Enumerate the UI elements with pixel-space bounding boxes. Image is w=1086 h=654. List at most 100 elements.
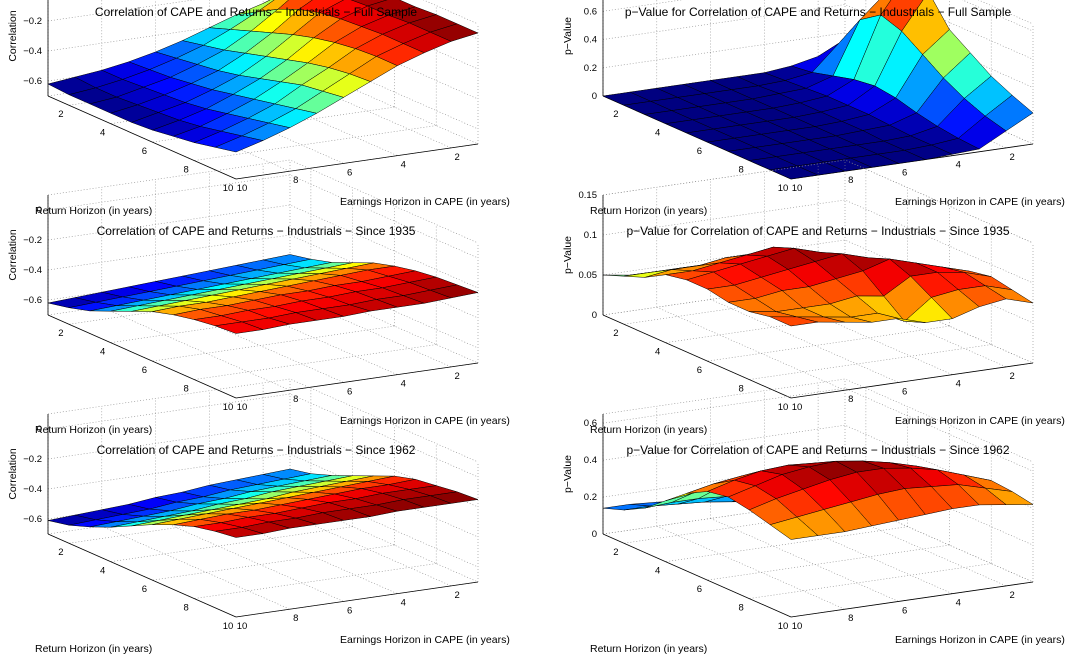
z-tick-label: 0.1 — [584, 230, 597, 241]
z-tick-label: −0.6 — [23, 295, 42, 306]
z-tick-label: 0.4 — [584, 455, 597, 466]
z-tick-label: 0 — [37, 424, 42, 435]
y-tick-label: 6 — [902, 167, 907, 178]
x-tick-label: 6 — [142, 365, 147, 376]
surface-patch — [215, 321, 263, 334]
x-tick-label: 10 — [778, 402, 789, 413]
y-tick-label: 10 — [792, 402, 803, 413]
surface-patch — [215, 527, 263, 538]
axis-lines — [602, 414, 1034, 618]
chart-title: Correlation of CAPE and Returns − Indust… — [95, 5, 417, 19]
x-tick-label: 8 — [739, 603, 744, 614]
x-axis-label: Return Horizon (in years) — [590, 205, 707, 217]
z-tick-label: 0 — [592, 310, 597, 321]
x-axis-label: Return Horizon (in years) — [590, 643, 707, 654]
x-tick-label: 8 — [739, 165, 744, 176]
y-tick-label: 8 — [293, 175, 298, 186]
y-tick-label: 8 — [293, 394, 298, 405]
y-tick-label: 6 — [902, 386, 907, 397]
surface — [47, 468, 479, 538]
y-axis-label: Earnings Horizon in CAPE (in years) — [895, 634, 1065, 646]
y-tick-label: 6 — [902, 605, 907, 616]
y-tick-label: 4 — [401, 160, 406, 171]
z-tick-label: −0.4 — [23, 265, 42, 276]
y-tick-label: 2 — [1009, 590, 1014, 601]
surface — [602, 246, 1034, 327]
y-axis-label: Earnings Horizon in CAPE (in years) — [895, 415, 1065, 427]
tick-labels: 2 4 6 8 10 10 8 6 4 2 0 0.05 0.1 0.15 — [579, 190, 1015, 413]
x-axis-label: Return Horizon (in years) — [35, 643, 152, 654]
z-tick-label: −0.6 — [23, 514, 42, 525]
x-tick-label: 4 — [655, 566, 660, 577]
x-tick-label: 2 — [613, 328, 618, 339]
z-tick-label: 0 — [37, 205, 42, 216]
y-tick-label: 8 — [848, 175, 853, 186]
x-axis-label: Return Horizon (in years) — [35, 205, 152, 217]
z-tick-label: 0 — [592, 91, 597, 102]
y-axis-label: Earnings Horizon in CAPE (in years) — [340, 196, 510, 208]
surface — [602, 460, 1034, 540]
y-tick-label: 2 — [454, 152, 459, 163]
y-tick-label: 4 — [401, 379, 406, 390]
z-axis-label: Correlation — [7, 229, 19, 281]
y-tick-label: 10 — [792, 183, 803, 194]
x-tick-label: 6 — [697, 584, 702, 595]
surface-patch — [769, 316, 818, 327]
x-tick-label: 2 — [58, 547, 63, 558]
axis-lines — [602, 195, 1034, 399]
z-axis-label: Correlation — [7, 10, 19, 62]
z-tick-label: 0 — [592, 529, 597, 540]
chart-title: p−Value for Correlation of CAPE and Retu… — [625, 5, 1012, 19]
z-tick-label: −0.2 — [23, 235, 42, 246]
x-tick-label: 8 — [739, 384, 744, 395]
z-axis-label: Correlation — [7, 448, 19, 500]
y-tick-label: 2 — [454, 590, 459, 601]
z-tick-label: −0.2 — [23, 454, 42, 465]
x-tick-label: 2 — [613, 109, 618, 120]
x-tick-label: 4 — [100, 128, 105, 139]
x-tick-label: 4 — [100, 566, 105, 577]
y-tick-label: 8 — [293, 613, 298, 624]
y-tick-label: 10 — [237, 183, 248, 194]
y-tick-label: 4 — [956, 160, 961, 171]
y-tick-label: 10 — [792, 621, 803, 632]
z-tick-label: −0.2 — [23, 16, 42, 27]
y-tick-label: 2 — [1009, 152, 1014, 163]
chart-title: p−Value for Correlation of CAPE and Retu… — [627, 224, 1010, 238]
x-tick-label: 10 — [778, 183, 789, 194]
x-tick-label: 10 — [223, 621, 234, 632]
x-tick-label: 8 — [184, 165, 189, 176]
z-tick-label: 0.15 — [579, 190, 598, 201]
x-tick-label: 4 — [655, 347, 660, 358]
x-tick-label: 10 — [778, 621, 789, 632]
z-tick-label: 0.4 — [584, 35, 597, 46]
z-tick-label: 0.2 — [584, 492, 597, 503]
y-tick-label: 2 — [454, 371, 459, 382]
y-tick-label: 8 — [848, 394, 853, 405]
surface-patch — [214, 135, 264, 153]
x-tick-label: 4 — [655, 128, 660, 139]
surface — [602, 0, 1034, 180]
z-tick-label: 0.2 — [584, 63, 597, 74]
axis-lines — [47, 195, 479, 399]
surface-patch — [769, 516, 819, 540]
y-tick-label: 4 — [401, 598, 406, 609]
x-tick-label: 6 — [697, 146, 702, 157]
x-tick-label: 4 — [100, 347, 105, 358]
y-tick-label: 4 — [956, 598, 961, 609]
chart-title: Correlation of CAPE and Returns − Indust… — [97, 224, 416, 238]
z-tick-label: 0.05 — [579, 270, 598, 281]
y-tick-label: 4 — [956, 379, 961, 390]
chart-title: Correlation of CAPE and Returns − Indust… — [97, 443, 416, 457]
z-axis-label: p−Value — [562, 236, 574, 274]
